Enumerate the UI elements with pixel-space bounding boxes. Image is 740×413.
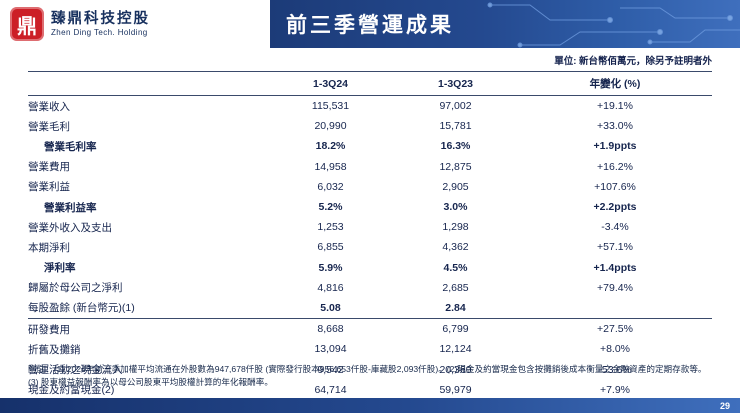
table-row: 現金及約當現金(2) 64,714 59,979 +7.9% xyxy=(28,380,712,400)
header-empty-cell xyxy=(28,71,268,96)
row-q24: 14,958 xyxy=(314,160,347,173)
logo-glyph: 鼎 xyxy=(17,15,37,38)
row-q23: 6,799 xyxy=(442,323,469,336)
row-label: 營業毛利率 xyxy=(44,140,97,153)
row-label: 營業利益率 xyxy=(44,201,97,214)
header-yoy-change: 年變化 (%) xyxy=(518,71,712,96)
company-logo: 鼎 臻鼎科技控股 Zhen Ding Tech. Holding xyxy=(0,0,270,48)
row-q24: 9,542 xyxy=(317,363,344,376)
row-q24: 20,990 xyxy=(314,120,347,133)
row-q23: 16.3% xyxy=(440,140,471,153)
logo-text: 臻鼎科技控股 Zhen Ding Tech. Holding xyxy=(51,11,150,37)
row-q24: 5.9% xyxy=(318,261,343,274)
row-label: 營業外收入及支出 xyxy=(28,221,112,234)
row-q24: 115,531 xyxy=(311,100,350,113)
company-name-zh: 臻鼎科技控股 xyxy=(51,11,150,28)
row-chg: +2.2ppts xyxy=(593,201,637,214)
row-label: 營業利益 xyxy=(28,181,70,194)
page-number: 29 xyxy=(719,400,730,411)
table-row-operating-margin: 營業利益率 5.2% 3.0% +2.2ppts xyxy=(28,197,712,217)
row-q23: 12,875 xyxy=(439,160,472,173)
table-row-gross-margin: 營業毛利率 18.2% 16.3% +1.9ppts xyxy=(28,136,712,156)
row-chg: +33.0% xyxy=(597,120,633,133)
table-row: 歸屬於母公司之淨利 4,816 2,685 +79.4% xyxy=(28,278,712,298)
row-label: 歸屬於母公司之淨利 xyxy=(28,282,123,295)
row-chg: +19.1% xyxy=(597,100,633,113)
zhending-logo-icon: 鼎 xyxy=(10,7,44,41)
table-row-net-margin: 淨利率 5.9% 4.5% +1.4ppts xyxy=(28,258,712,278)
row-q23: 12,124 xyxy=(439,343,472,356)
row-q24: 5.2% xyxy=(318,201,343,214)
row-q24: 6,855 xyxy=(317,241,344,254)
row-chg: -3.4% xyxy=(601,221,629,234)
unit-note: 單位: 新台幣佰萬元，除另予註明者外 xyxy=(554,56,712,67)
row-chg: +107.6% xyxy=(594,180,636,193)
circuit-decoration-icon xyxy=(487,2,740,48)
row-label: 營業收入 xyxy=(28,100,70,113)
row-q23: 20,360 xyxy=(439,363,472,376)
table-row: 本期淨利 6,855 4,362 +57.1% xyxy=(28,237,712,257)
table-row: 營業外收入及支出 1,253 1,298 -3.4% xyxy=(28,217,712,237)
table-row: 營運活動之現金流入 9,542 20,360 -53.6% xyxy=(28,359,712,379)
header-1-3q23: 1-3Q23 xyxy=(393,71,518,96)
row-chg: +1.9ppts xyxy=(593,140,637,153)
row-chg: -53.6% xyxy=(598,363,632,376)
page-title: 前三季營運成果 xyxy=(286,14,454,37)
table-row: 折舊及攤銷 13,094 12,124 +8.0% xyxy=(28,339,712,359)
top-header: 鼎 臻鼎科技控股 Zhen Ding Tech. Holding 前三季營運成果 xyxy=(0,0,740,48)
table-header-row: 1-3Q24 1-3Q23 年變化 (%) xyxy=(28,71,712,96)
table-row-eps: 每股盈餘 (新台幣元)(1) 5.08 2.84 xyxy=(28,297,712,320)
row-q23: 59,979 xyxy=(439,383,472,396)
row-q24: 1,253 xyxy=(317,221,344,234)
row-label: 本期淨利 xyxy=(28,241,70,254)
row-label: 營運活動之現金流入 xyxy=(28,364,123,377)
row-label: 營業費用 xyxy=(28,161,70,174)
row-q24: 64,714 xyxy=(314,383,347,396)
row-q24: 8,668 xyxy=(317,323,344,336)
row-label: 每股盈餘 (新台幣元)(1) xyxy=(28,297,268,320)
row-q23: 2,685 xyxy=(442,281,469,294)
row-q23: 97,002 xyxy=(439,100,472,113)
footnote: 附註：(1) 2024年前三季加權平均流通在外股數為947,678仟股 (實際發… xyxy=(28,364,707,387)
row-q23: 2.84 xyxy=(393,297,518,320)
row-q24: 5.08 xyxy=(268,297,393,320)
financial-results-table: 1-3Q24 1-3Q23 年變化 (%) 營業收入 115,531 97,00… xyxy=(28,71,712,413)
row-q23: 2,905 xyxy=(442,180,469,193)
row-label: 現金及約當現金(2) xyxy=(28,384,115,397)
row-chg: +8.0% xyxy=(599,343,631,356)
header-1-3q24: 1-3Q24 xyxy=(268,71,393,96)
table-row: 研發費用 8,668 6,799 +27.5% xyxy=(28,319,712,340)
row-q24: 4,816 xyxy=(317,281,344,294)
row-q24: 6,032 xyxy=(317,180,344,193)
bottom-bar: 29 xyxy=(0,398,740,413)
row-q23: 4.5% xyxy=(443,261,468,274)
table-row: 營業毛利 20,990 15,781 +33.0% xyxy=(28,116,712,136)
row-chg: +1.4ppts xyxy=(593,261,637,274)
row-chg: +27.5% xyxy=(597,323,633,336)
row-q23: 15,781 xyxy=(439,120,472,133)
row-chg: +79.4% xyxy=(597,281,633,294)
row-chg: +57.1% xyxy=(597,241,633,254)
table-row: 營業收入 115,531 97,002 +19.1% xyxy=(28,96,712,117)
table-row: 營業利益 6,032 2,905 +107.6% xyxy=(28,177,712,197)
table-row: 營業費用 14,958 12,875 +16.2% xyxy=(28,157,712,177)
title-band: 前三季營運成果 xyxy=(270,0,740,48)
row-chg xyxy=(518,297,712,320)
row-label: 淨利率 xyxy=(44,262,76,275)
company-name-en: Zhen Ding Tech. Holding xyxy=(51,27,148,37)
row-label: 研發費用 xyxy=(28,323,70,336)
row-q24: 18.2% xyxy=(315,140,346,153)
row-chg: +16.2% xyxy=(597,160,633,173)
row-label: 折舊及攤銷 xyxy=(28,343,81,356)
row-chg: +7.9% xyxy=(599,383,631,396)
row-q23: 3.0% xyxy=(443,201,468,214)
row-q24: 13,094 xyxy=(314,343,347,356)
row-q23: 4,362 xyxy=(442,241,469,254)
row-label: 營業毛利 xyxy=(28,120,70,133)
row-q23: 1,298 xyxy=(442,221,469,234)
